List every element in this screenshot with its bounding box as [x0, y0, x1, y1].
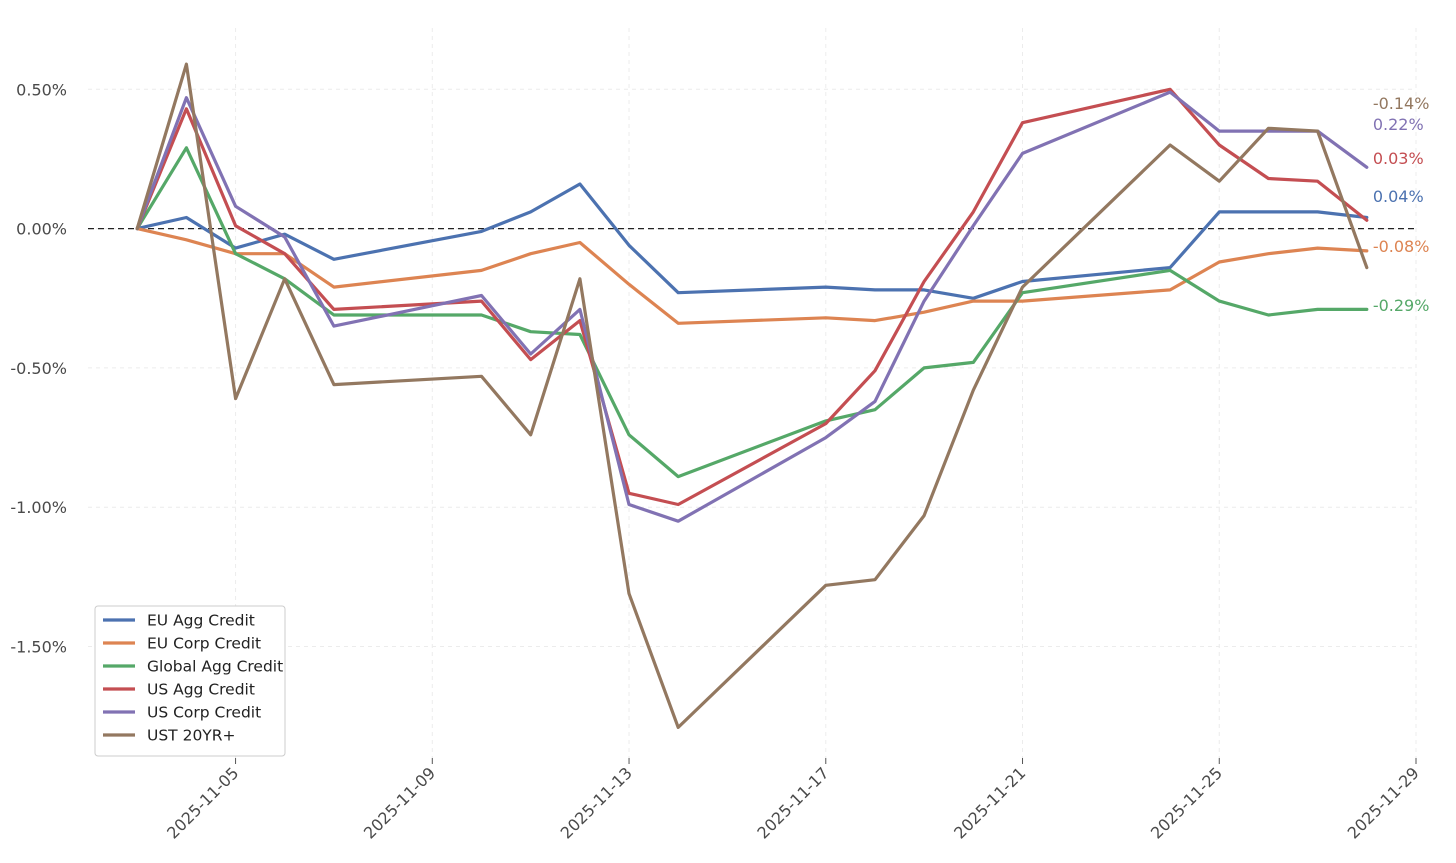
y-tick-label: 0.00% — [16, 220, 67, 239]
y-tick-label: -0.50% — [10, 359, 67, 378]
series-line-ust-20yr- — [135, 62, 1369, 730]
series-line-eu-corp-credit — [135, 227, 1369, 325]
legend-label-eu-corp-credit: EU Corp Credit — [147, 635, 261, 653]
x-tick-label: 2025-11-25 — [1147, 763, 1226, 842]
legend-label-us-agg-credit: US Agg Credit — [147, 681, 255, 699]
series-line-global-agg-credit — [135, 146, 1369, 479]
end-label-eu-corp-credit: -0.08% — [1373, 237, 1430, 256]
legend: EU Agg Credit EU Corp Credit Global Agg Cr… — [94, 605, 286, 757]
x-tick-label: 2025-11-29 — [1344, 763, 1423, 842]
x-tick-label: 2025-11-13 — [557, 763, 636, 842]
series-line-us-corp-credit — [135, 90, 1369, 523]
grid — [88, 28, 1417, 758]
x-tick-label: 2025-11-17 — [753, 763, 832, 842]
legend-label-ust-20yr-: UST 20YR+ — [147, 727, 236, 745]
series-line-us-agg-credit — [135, 87, 1369, 507]
end-labels: -0.14% 0.22% 0.03% 0.04% -0.08% -0.29% — [1373, 94, 1430, 315]
end-label-global-agg-credit: -0.29% — [1373, 296, 1430, 315]
series-lines — [135, 62, 1369, 730]
legend-box — [94, 605, 286, 757]
x-tick-label: 2025-11-21 — [950, 763, 1029, 842]
y-tick-label: -1.00% — [10, 498, 67, 517]
end-label-ust-20yr-: -0.14% — [1373, 94, 1430, 113]
x-tick-label: 2025-11-09 — [360, 763, 439, 842]
legend-label-global-agg-credit: Global Agg Credit — [147, 658, 283, 676]
y-tick-label: -1.50% — [10, 638, 67, 657]
end-label-eu-agg-credit: 0.04% — [1373, 187, 1424, 206]
y-tick-label: 0.50% — [16, 80, 67, 99]
legend-label-us-corp-credit: US Corp Credit — [147, 704, 261, 722]
end-label-us-corp-credit: 0.22% — [1373, 115, 1424, 134]
series-line-eu-agg-credit — [135, 182, 1369, 300]
legend-label-eu-agg-credit: EU Agg Credit — [147, 612, 255, 630]
end-label-us-agg-credit: 0.03% — [1373, 149, 1424, 168]
x-tick-label: 2025-11-05 — [163, 763, 242, 842]
